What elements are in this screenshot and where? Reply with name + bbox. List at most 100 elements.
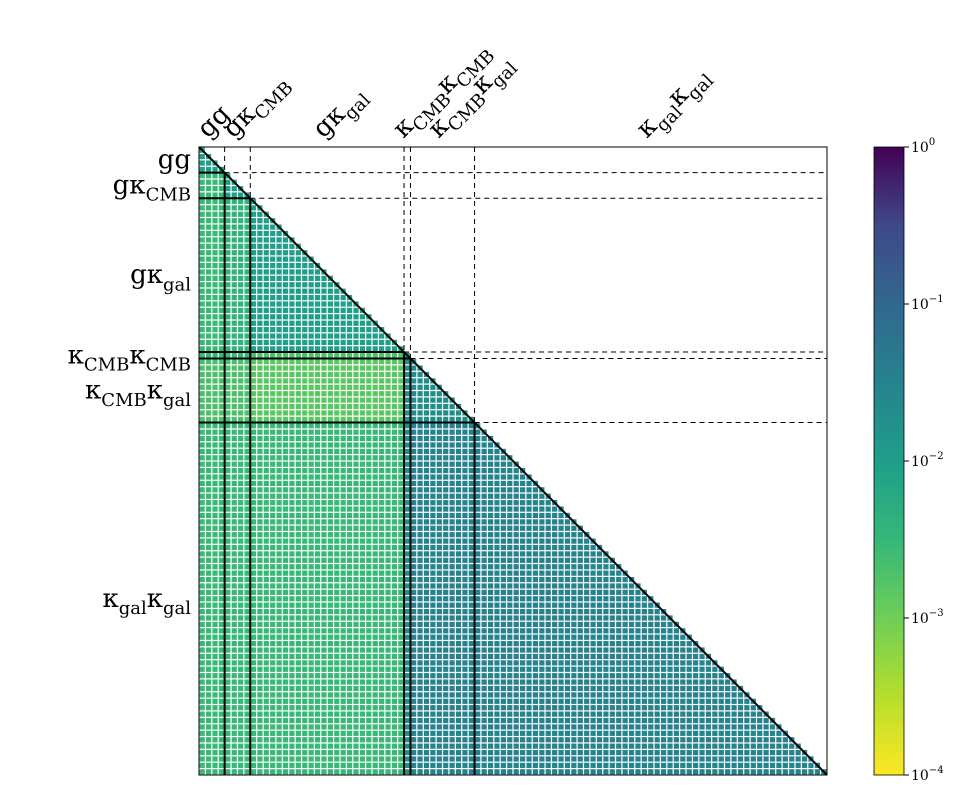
cell: [353, 339, 359, 346]
cell: [487, 762, 494, 768]
cell: [231, 711, 237, 717]
cell: [225, 301, 231, 307]
cell: [673, 628, 680, 634]
cell: [648, 730, 654, 736]
cell: [526, 749, 532, 756]
cell: [564, 666, 571, 672]
cell: [257, 333, 263, 339]
cell: [308, 557, 314, 563]
cell: [238, 468, 244, 474]
cell: [199, 314, 205, 320]
cell: [500, 500, 506, 506]
cell: [622, 769, 628, 775]
cell: [520, 692, 526, 698]
cell: [500, 756, 506, 762]
cell: [225, 339, 231, 346]
cell: [648, 743, 654, 749]
cell: [257, 461, 263, 467]
cell: [596, 621, 603, 628]
cell: [263, 461, 269, 467]
cell: [244, 250, 250, 256]
cell: [584, 737, 590, 743]
cell: [609, 673, 615, 679]
cell: [225, 218, 231, 224]
cell: [648, 666, 654, 672]
cell: [231, 660, 237, 666]
cell: [590, 724, 596, 730]
cell: [487, 474, 494, 480]
cell: [212, 557, 218, 563]
cell: [737, 749, 744, 756]
cell: [660, 692, 667, 698]
cell: [346, 628, 353, 634]
cell: [391, 583, 398, 589]
cell: [507, 615, 513, 621]
cell: [552, 525, 558, 531]
cell: [289, 506, 295, 512]
cell: [660, 724, 667, 730]
cell: [225, 538, 231, 544]
cell: [218, 320, 225, 326]
cell: [270, 653, 276, 660]
cell: [199, 455, 205, 461]
cell: [257, 737, 263, 743]
cell: [282, 756, 289, 762]
cell: [199, 160, 205, 166]
cell: [398, 487, 404, 493]
cell: [423, 384, 430, 390]
cell: [295, 525, 301, 531]
cell: [225, 211, 231, 217]
cell: [327, 602, 333, 608]
cell: [404, 660, 410, 666]
cell: [423, 634, 430, 640]
cell: [660, 737, 667, 743]
cell: [417, 544, 423, 551]
cell: [263, 301, 269, 307]
cell: [263, 237, 269, 243]
cell: [238, 724, 244, 730]
cell: [539, 717, 545, 724]
cell: [289, 416, 295, 422]
cell: [218, 198, 225, 205]
cell: [321, 314, 327, 320]
cell: [718, 685, 724, 692]
cell: [199, 730, 205, 736]
cell: [359, 512, 366, 519]
cell: [359, 448, 366, 454]
cell: [500, 455, 506, 461]
cell: [782, 762, 788, 768]
cell: [558, 512, 564, 519]
cell: [346, 589, 353, 595]
cell: [359, 532, 366, 538]
cell: [635, 602, 641, 608]
cell: [334, 320, 340, 326]
cell: [436, 743, 442, 749]
cell: [225, 576, 231, 583]
cell: [231, 359, 237, 365]
cell: [218, 628, 225, 634]
cell: [449, 628, 455, 634]
cell: [238, 634, 244, 640]
cell: [308, 397, 314, 403]
cell: [520, 647, 526, 653]
cell: [455, 442, 462, 448]
cell: [725, 705, 731, 711]
cell: [327, 314, 333, 320]
cell: [481, 769, 487, 775]
cell: [443, 589, 449, 595]
cell: [487, 660, 494, 666]
cell: [462, 544, 468, 551]
cell: [257, 230, 263, 237]
cell: [500, 673, 506, 679]
cell: [686, 717, 692, 724]
cell: [500, 717, 506, 724]
cell: [443, 500, 449, 506]
cell: [206, 538, 212, 544]
cell: [353, 544, 359, 551]
cell: [520, 564, 526, 570]
cell: [334, 512, 340, 519]
cell: [276, 653, 282, 660]
cell: [552, 628, 558, 634]
cell: [391, 519, 398, 525]
cell: [776, 737, 782, 743]
